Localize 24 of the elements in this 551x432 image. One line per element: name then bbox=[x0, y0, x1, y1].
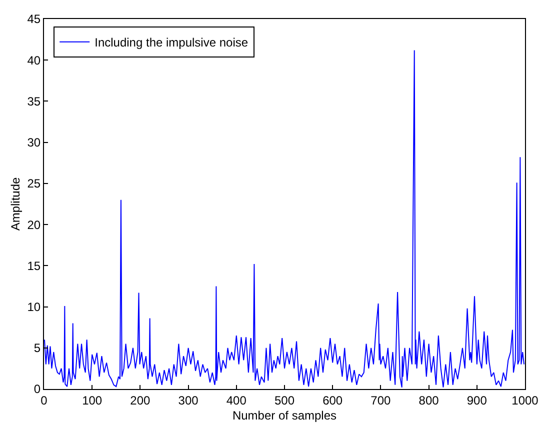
y-tick-label: 30 bbox=[27, 136, 41, 150]
x-tick-label: 600 bbox=[322, 393, 343, 408]
x-tick-label: 700 bbox=[370, 393, 392, 408]
y-axis-title: Amplitude bbox=[8, 177, 23, 231]
x-tick-label: 100 bbox=[82, 393, 102, 408]
x-tick-label: 900 bbox=[466, 393, 488, 408]
x-axis-title: Number of samples bbox=[232, 408, 337, 422]
y-tick-label: 45 bbox=[27, 12, 41, 26]
y-tick-label: 25 bbox=[27, 176, 41, 191]
x-tick-label: 500 bbox=[274, 393, 295, 408]
legend-label: Including the impulsive noise bbox=[94, 36, 248, 50]
y-tick-label: 15 bbox=[27, 258, 41, 273]
line-series bbox=[44, 50, 525, 388]
x-tick-label: 800 bbox=[418, 393, 440, 408]
x-tick-label: 1000 bbox=[512, 393, 539, 408]
x-tick-label: 300 bbox=[178, 393, 199, 408]
y-tick-label: 40 bbox=[27, 53, 41, 68]
x-tick-label: 400 bbox=[226, 393, 247, 408]
y-tick-label: 0 bbox=[34, 382, 41, 396]
y-tick-label: 5 bbox=[34, 341, 41, 356]
x-tick-label: 200 bbox=[130, 393, 151, 408]
y-tick-label: 10 bbox=[27, 300, 41, 314]
y-tick-label: 20 bbox=[27, 218, 41, 232]
y-tick-label: 35 bbox=[27, 94, 41, 108]
